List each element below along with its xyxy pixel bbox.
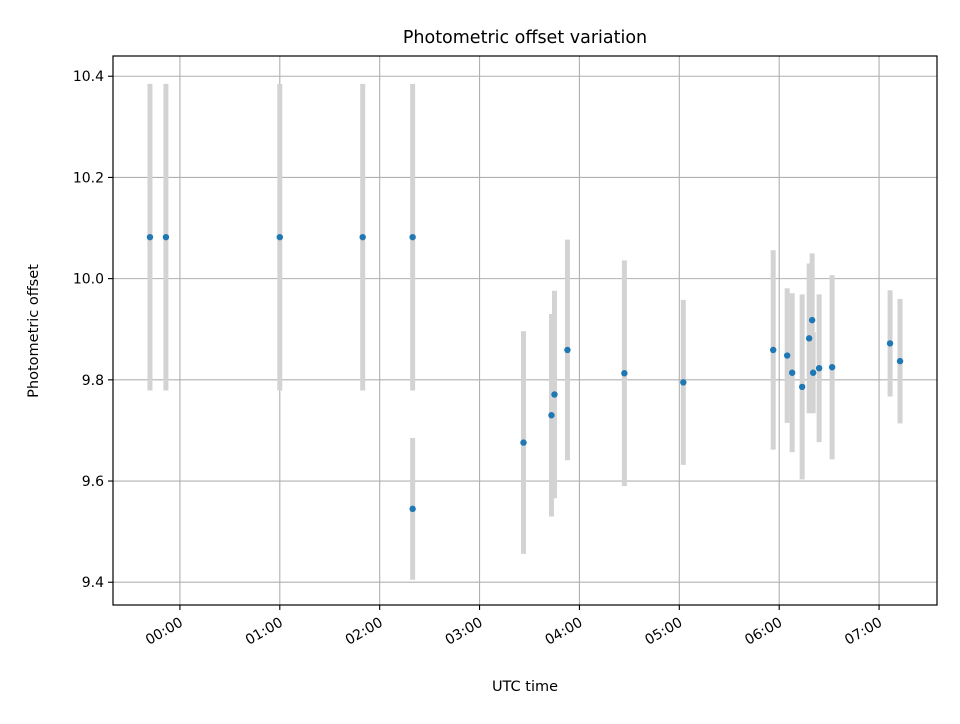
data-point	[680, 379, 687, 386]
y-tick-label: 9.6	[82, 474, 104, 490]
data-point	[828, 363, 836, 371]
data-point	[548, 412, 555, 419]
data-point	[551, 391, 558, 398]
y-tick-label: 10.4	[73, 69, 104, 85]
data-point	[896, 357, 904, 365]
y-tick-label: 9.4	[82, 575, 104, 591]
y-axis-label: Photometric offset	[26, 264, 42, 398]
y-axis-ticks: 9.4 9.6 9.8 10.0 10.2 10.4	[73, 69, 113, 591]
data-point	[788, 369, 796, 376]
y-tick-label: 10.0	[73, 272, 104, 288]
data-point	[798, 383, 806, 391]
data-point	[809, 369, 817, 376]
data-point	[409, 233, 416, 241]
data-point	[886, 340, 894, 347]
data-point	[520, 439, 527, 446]
chart-title: Photometric offset variation	[403, 28, 647, 48]
data-point	[162, 233, 170, 241]
data-points	[146, 233, 904, 513]
data-point	[805, 335, 813, 342]
axes-frame	[112, 55, 938, 606]
data-point	[359, 233, 366, 241]
y-tick-label: 10.2	[73, 170, 104, 186]
data-point	[146, 233, 154, 241]
data-point	[409, 505, 416, 513]
x-axis-label: UTC time	[492, 679, 558, 695]
data-point	[808, 316, 816, 324]
data-point	[621, 370, 628, 377]
data-point	[815, 364, 823, 372]
data-point	[564, 346, 571, 354]
y-tick-label: 9.8	[82, 373, 104, 389]
data-point	[276, 233, 283, 241]
data-point	[783, 352, 791, 359]
data-point	[769, 346, 777, 354]
